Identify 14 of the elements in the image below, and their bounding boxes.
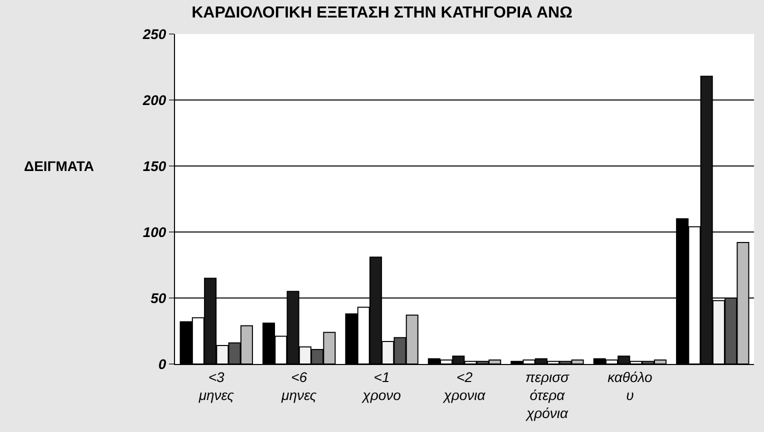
x-tick-label: <1 χρονο (360, 368, 402, 403)
y-tick-label: 200 (142, 92, 166, 108)
y-tick-label: 250 (142, 26, 166, 42)
y-tick-label: 150 (142, 158, 166, 174)
x-tick-label: <6 μηνες (280, 368, 317, 403)
y-axis-title: ΔΕΙΓΜΑΤΑ (24, 158, 94, 174)
chart-title: ΚΑΡΔΙΟΛΟΓΙΚΗ ΕΞΕΤΑΣΗ ΣΤΗΝ ΚΑΤΗΓΟΡΙΑ ΑΝΩ (192, 4, 573, 22)
x-tick-label: καθόλο υ (608, 368, 652, 403)
x-tick-label: <3 μηνες (198, 368, 234, 403)
y-tick-label: 50 (150, 290, 166, 306)
y-tick-label: 0 (158, 356, 166, 372)
x-tick-label: περισσ ότερα χρόνια (524, 368, 570, 422)
y-tick-label: 100 (142, 224, 166, 240)
x-tick-label: <2 χρονια (442, 368, 486, 403)
